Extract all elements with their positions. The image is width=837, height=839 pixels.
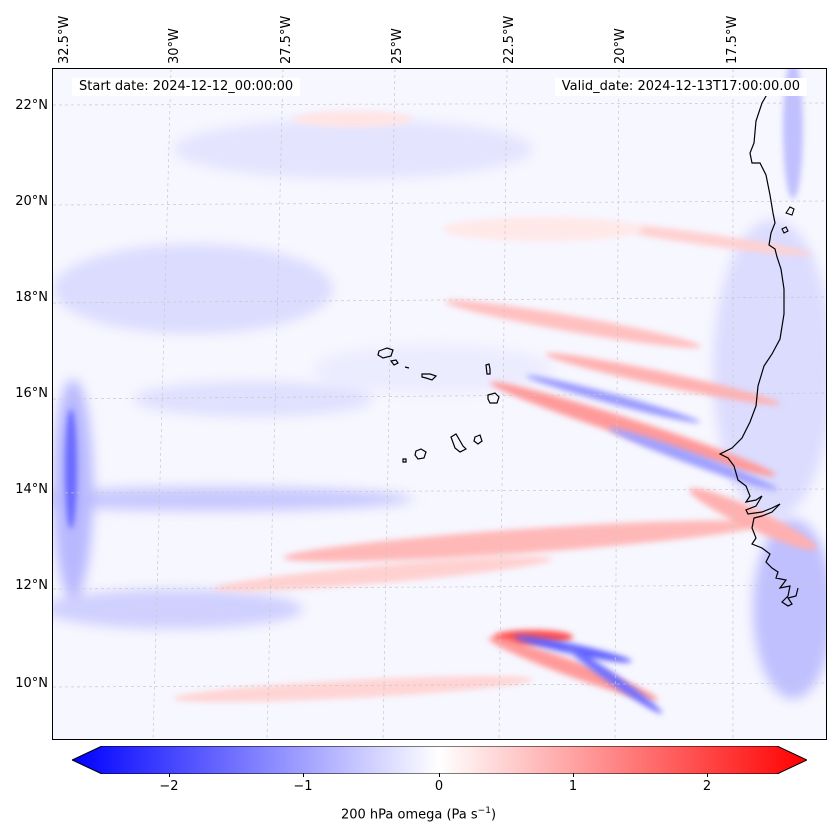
lat-label: 22°N xyxy=(15,98,48,113)
lon-label: 25°W xyxy=(390,28,405,64)
lon-label: 27.5°W xyxy=(279,15,294,64)
lat-label: 14°N xyxy=(15,482,48,497)
colorbar-tick-label: 0 xyxy=(434,779,444,794)
colorbar-tick-label: −1 xyxy=(293,779,313,794)
lon-label: 32.5°W xyxy=(57,15,72,64)
lon-label: 17.5°W xyxy=(725,15,740,64)
colorbar xyxy=(70,745,809,775)
colorbar-tickmark xyxy=(573,773,574,777)
colorbar-tickmark xyxy=(707,773,708,777)
lat-label: 20°N xyxy=(15,194,48,209)
negative-omega-areas xyxy=(53,119,826,699)
canary-islands xyxy=(781,206,795,234)
colorbar-gradient xyxy=(70,745,809,775)
start-date-label: Start date: 2024-12-12_00:00:00 xyxy=(72,78,301,96)
lat-label: 12°N xyxy=(15,578,48,593)
lat-label: 10°N xyxy=(15,676,48,691)
colorbar-tickmark xyxy=(303,773,304,777)
cape-verde-coastlines xyxy=(377,347,500,463)
lat-label: 16°N xyxy=(15,386,48,401)
colorbar-tickmark xyxy=(439,773,440,777)
colorbar-tick-label: −2 xyxy=(159,779,179,794)
colorbar-tickmark xyxy=(169,773,170,777)
africa-coastline xyxy=(718,90,799,607)
valid-date-label: Valid_date: 2024-12-13T17:00:00.00 xyxy=(554,78,807,96)
gridlines xyxy=(53,69,826,739)
lon-label: 22.5°W xyxy=(502,15,517,64)
map-panel xyxy=(52,68,827,740)
omega-field xyxy=(53,69,826,739)
colorbar-tick-label: 1 xyxy=(568,779,578,794)
strong-negative-streaks xyxy=(65,69,803,714)
lon-label: 30°W xyxy=(167,28,182,64)
lat-label: 18°N xyxy=(15,290,48,305)
colorbar-tick-label: 2 xyxy=(702,779,712,794)
colorbar-label: 200 hPa omega (Pa s−1) xyxy=(340,806,497,823)
lon-label: 20°W xyxy=(613,28,628,64)
